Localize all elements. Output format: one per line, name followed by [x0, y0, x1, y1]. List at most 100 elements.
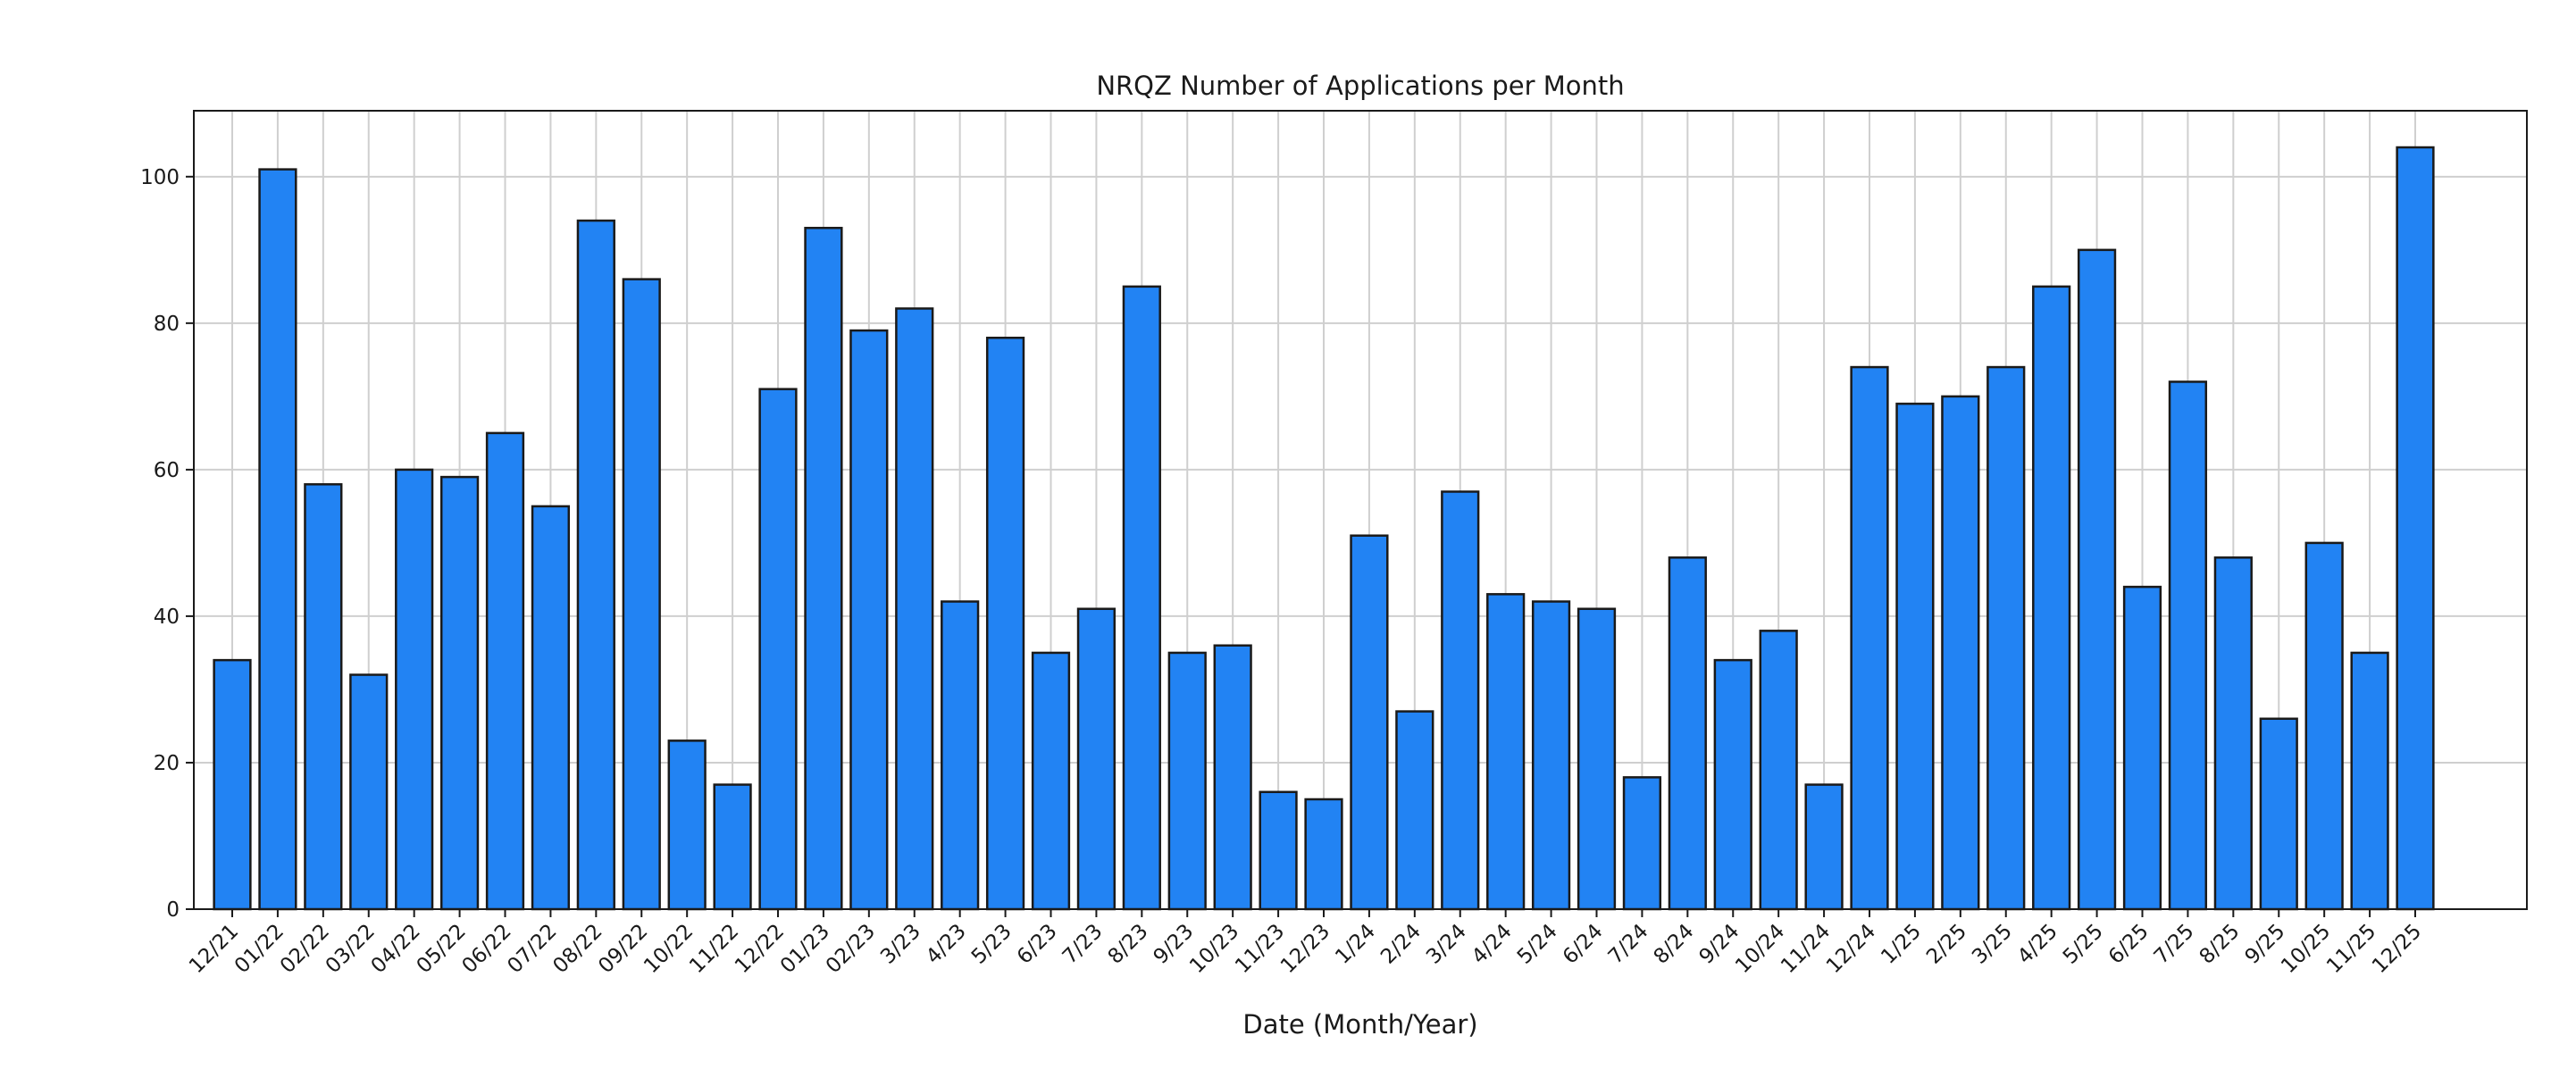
bar-5-24	[1531, 600, 1571, 911]
bar-1-24	[1350, 534, 1389, 911]
x-tick-label: 05/22	[413, 920, 471, 978]
x-tick-label: 6/23	[1013, 920, 1062, 969]
y-tick-label: 80	[154, 313, 180, 336]
x-tick-label: 12/25	[2368, 920, 2426, 978]
x-tick-label: 3/23	[876, 920, 925, 969]
x-tick-label: 3/25	[1968, 920, 2017, 969]
bar-10-23	[1213, 644, 1252, 911]
bar-12-23	[1304, 798, 1343, 911]
bar-4-25	[2032, 285, 2071, 911]
x-tick-label: 8/25	[2195, 920, 2245, 969]
bar-2-24	[1395, 710, 1434, 911]
bar-8-25	[2213, 556, 2253, 911]
bar-04-22	[395, 468, 434, 911]
bar-5-25	[2077, 248, 2117, 911]
bar-11-24	[1804, 783, 1844, 911]
bar-11-22	[713, 783, 752, 911]
x-tick-label: 8/24	[1650, 920, 1699, 969]
bar-12-24	[1850, 365, 1889, 911]
x-tick-label: 10/23	[1185, 920, 1243, 978]
bar-06-22	[485, 431, 525, 911]
bar-1-25	[1895, 402, 1935, 911]
bar-6-23	[1031, 651, 1071, 911]
x-tick-label: 5/25	[2059, 920, 2108, 969]
bar-3-23	[895, 307, 934, 911]
x-tick-label: 09/22	[594, 920, 652, 978]
bar-10-24	[1759, 630, 1798, 911]
bar-8-23	[1122, 285, 1161, 911]
x-tick-label: 07/22	[503, 920, 561, 978]
bar-11-25	[2350, 651, 2389, 911]
bar-7-24	[1622, 776, 1662, 911]
x-axis-label: Date (Month/Year)	[1242, 1009, 1477, 1040]
x-tick-label: 8/23	[1104, 920, 1153, 969]
x-tick-label: 10/24	[1731, 920, 1789, 978]
bar-9-24	[1713, 658, 1752, 911]
bar-10-22	[667, 739, 707, 911]
bar-7-23	[1076, 607, 1117, 911]
bar-12-22	[758, 388, 798, 911]
x-tick-label: 10/22	[640, 920, 698, 978]
bar-4-23	[941, 600, 980, 911]
bar-01-22	[258, 168, 297, 911]
x-tick-label: 02/22	[276, 920, 334, 978]
bar-11-23	[1259, 790, 1298, 911]
bar-01-23	[804, 226, 843, 911]
bar-03-22	[349, 673, 389, 911]
y-axis-ticks: 0 20 40 60 80 100	[140, 166, 194, 922]
bar-4-24	[1486, 593, 1526, 911]
bar-07-22	[531, 505, 571, 911]
chart-title: NRQZ Number of Applications per Month	[1096, 71, 1624, 101]
x-tick-label: 5/24	[1513, 920, 1562, 969]
bar-02-22	[304, 483, 343, 911]
x-tick-label: 04/22	[367, 920, 425, 978]
x-tick-label: 11/22	[685, 920, 743, 978]
bar-6-25	[2122, 585, 2162, 911]
bar-9-23	[1167, 651, 1207, 911]
bar-12-25	[2396, 146, 2435, 911]
x-tick-label: 1/24	[1331, 920, 1380, 969]
bar-9-25	[2259, 717, 2298, 911]
x-tick-label: 7/23	[1058, 920, 1108, 969]
bar-12-21	[213, 658, 252, 911]
x-tick-label: 2/25	[1922, 920, 1971, 969]
x-tick-label: 6/25	[2104, 920, 2154, 969]
plot-frame	[193, 110, 2528, 910]
bar-02-23	[849, 329, 889, 911]
y-tick-label: 20	[154, 752, 180, 775]
x-tick-label: 08/22	[548, 920, 606, 978]
bar-8-24	[1668, 556, 1707, 911]
y-tick-label: 0	[166, 898, 180, 922]
bar-08-22	[576, 219, 615, 911]
x-tick-label: 02/23	[822, 920, 880, 978]
x-tick-label: 3/24	[1422, 920, 1471, 969]
bar-2-25	[1941, 395, 1980, 911]
x-tick-label: 1/25	[1877, 920, 1926, 969]
x-tick-label: 03/22	[322, 920, 380, 978]
x-tick-label: 01/22	[230, 920, 289, 978]
x-tick-label: 12/23	[1276, 920, 1334, 978]
x-tick-label: 4/25	[2013, 920, 2062, 969]
bar-05-22	[439, 475, 480, 911]
x-tick-label: 7/24	[1604, 920, 1653, 969]
y-tick-label: 100	[140, 166, 180, 189]
x-axis-ticks: 12/2101/2202/2203/2204/2205/2206/2207/22…	[185, 909, 2426, 978]
x-tick-label: 12/24	[1822, 920, 1880, 978]
bar-3-25	[1986, 365, 2026, 911]
x-tick-label: 11/24	[1777, 920, 1835, 978]
x-tick-label: 12/22	[731, 920, 789, 978]
bar-09-22	[622, 278, 661, 911]
bar-10-25	[2304, 541, 2344, 911]
x-tick-label: 6/24	[1559, 920, 1608, 969]
x-tick-label: 4/23	[922, 920, 971, 969]
x-tick-label: 12/21	[185, 920, 243, 978]
x-tick-label: 01/23	[776, 920, 834, 978]
x-tick-label: 2/24	[1376, 920, 1426, 969]
x-tick-label: 06/22	[457, 920, 515, 978]
y-tick-label: 40	[154, 606, 180, 629]
x-tick-label: 7/25	[2150, 920, 2199, 969]
bar-7-25	[2168, 380, 2208, 911]
bar-6-24	[1577, 607, 1617, 911]
x-tick-label: 5/23	[967, 920, 1016, 969]
